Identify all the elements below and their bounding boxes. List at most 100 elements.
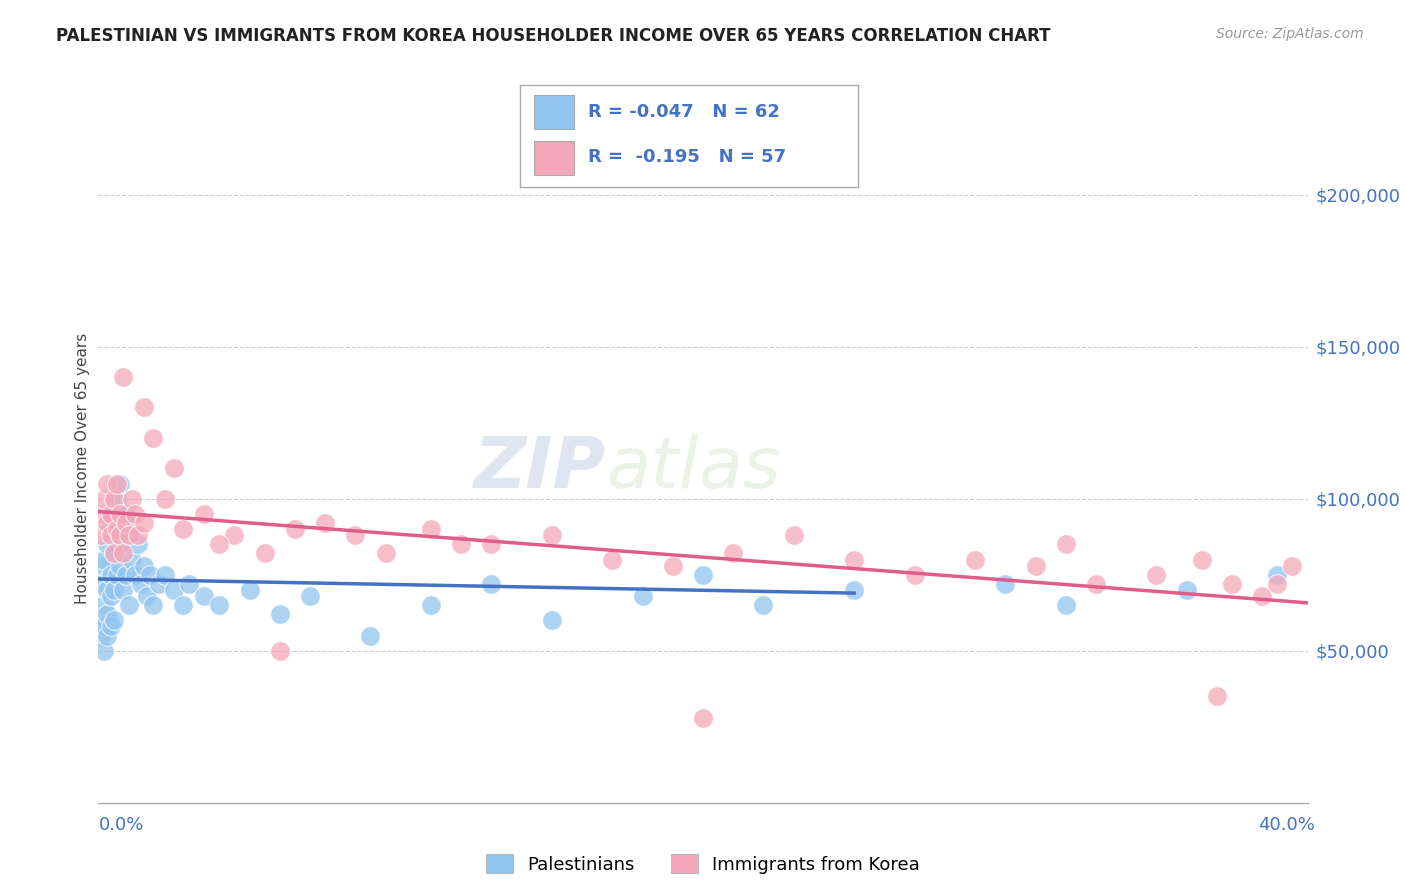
Point	[103, 613, 125, 627]
Point	[108, 507, 131, 521]
Point	[96, 516, 118, 530]
Point	[100, 507, 122, 521]
Point	[93, 558, 115, 573]
Point	[108, 476, 131, 491]
Point	[1024, 558, 1046, 573]
Point	[344, 528, 367, 542]
Point	[540, 613, 562, 627]
Point	[142, 598, 165, 612]
Point	[108, 558, 131, 573]
Point	[105, 528, 128, 542]
Point	[135, 589, 157, 603]
Point	[93, 507, 115, 521]
Point	[90, 577, 112, 591]
Point	[419, 522, 441, 536]
Point	[177, 577, 201, 591]
Point	[631, 589, 654, 603]
Point	[1144, 567, 1167, 582]
Point	[1054, 537, 1077, 551]
Point	[118, 528, 141, 542]
Point	[1220, 577, 1243, 591]
Point	[752, 598, 775, 612]
Point	[118, 528, 141, 542]
Point	[96, 628, 118, 642]
Point	[103, 507, 125, 521]
Point	[103, 582, 125, 597]
Point	[93, 491, 115, 506]
Point	[96, 476, 118, 491]
Text: 40.0%: 40.0%	[1258, 816, 1315, 834]
Point	[374, 546, 396, 560]
Point	[1054, 598, 1077, 612]
Point	[172, 522, 194, 536]
Point	[481, 537, 503, 551]
Text: PALESTINIAN VS IMMIGRANTS FROM KOREA HOUSEHOLDER INCOME OVER 65 YEARS CORRELATIO: PALESTINIAN VS IMMIGRANTS FROM KOREA HOU…	[56, 27, 1050, 45]
Point	[96, 537, 118, 551]
Point	[314, 516, 336, 530]
Point	[1206, 690, 1229, 704]
Point	[1251, 589, 1274, 603]
Point	[132, 401, 155, 415]
Point	[124, 507, 146, 521]
Point	[121, 552, 143, 566]
Point	[114, 507, 136, 521]
Point	[100, 619, 122, 633]
Point	[103, 546, 125, 560]
Point	[100, 528, 122, 542]
Point	[692, 711, 714, 725]
Point	[193, 589, 215, 603]
Point	[692, 567, 714, 582]
Point	[90, 613, 112, 627]
Point	[111, 370, 134, 384]
Point	[124, 567, 146, 582]
Text: ZIP: ZIP	[474, 434, 606, 503]
FancyBboxPatch shape	[534, 141, 574, 175]
FancyBboxPatch shape	[534, 95, 574, 128]
Point	[994, 577, 1017, 591]
Point	[299, 589, 322, 603]
Point	[172, 598, 194, 612]
Point	[100, 522, 122, 536]
Point	[105, 567, 128, 582]
Point	[111, 546, 134, 560]
Point	[108, 528, 131, 542]
Point	[481, 577, 503, 591]
Point	[100, 567, 122, 582]
Point	[153, 567, 176, 582]
Point	[602, 552, 624, 566]
Legend: Palestinians, Immigrants from Korea: Palestinians, Immigrants from Korea	[478, 847, 928, 880]
Point	[450, 537, 472, 551]
Point	[93, 644, 115, 658]
Point	[132, 558, 155, 573]
Point	[114, 567, 136, 582]
Point	[118, 598, 141, 612]
Point	[111, 582, 134, 597]
Point	[121, 491, 143, 506]
Point	[360, 628, 382, 642]
Point	[163, 582, 186, 597]
Point	[163, 461, 186, 475]
Point	[540, 528, 562, 542]
Point	[208, 598, 231, 612]
Point	[148, 577, 170, 591]
Point	[93, 552, 115, 566]
Point	[269, 644, 291, 658]
Point	[782, 528, 804, 542]
Point	[129, 577, 152, 591]
Text: 0.0%: 0.0%	[98, 816, 143, 834]
Point	[96, 582, 118, 597]
Text: R =  -0.195   N = 57: R = -0.195 N = 57	[588, 148, 786, 166]
Point	[105, 476, 128, 491]
Point	[111, 537, 134, 551]
Point	[139, 567, 162, 582]
Text: Source: ZipAtlas.com: Source: ZipAtlas.com	[1216, 27, 1364, 41]
Point	[1191, 552, 1213, 566]
Point	[239, 582, 262, 597]
Point	[1265, 577, 1288, 591]
Point	[208, 537, 231, 551]
Point	[153, 491, 176, 506]
Y-axis label: Householder Income Over 65 years: Householder Income Over 65 years	[75, 333, 90, 604]
Point	[142, 431, 165, 445]
Point	[114, 516, 136, 530]
Point	[90, 528, 112, 542]
